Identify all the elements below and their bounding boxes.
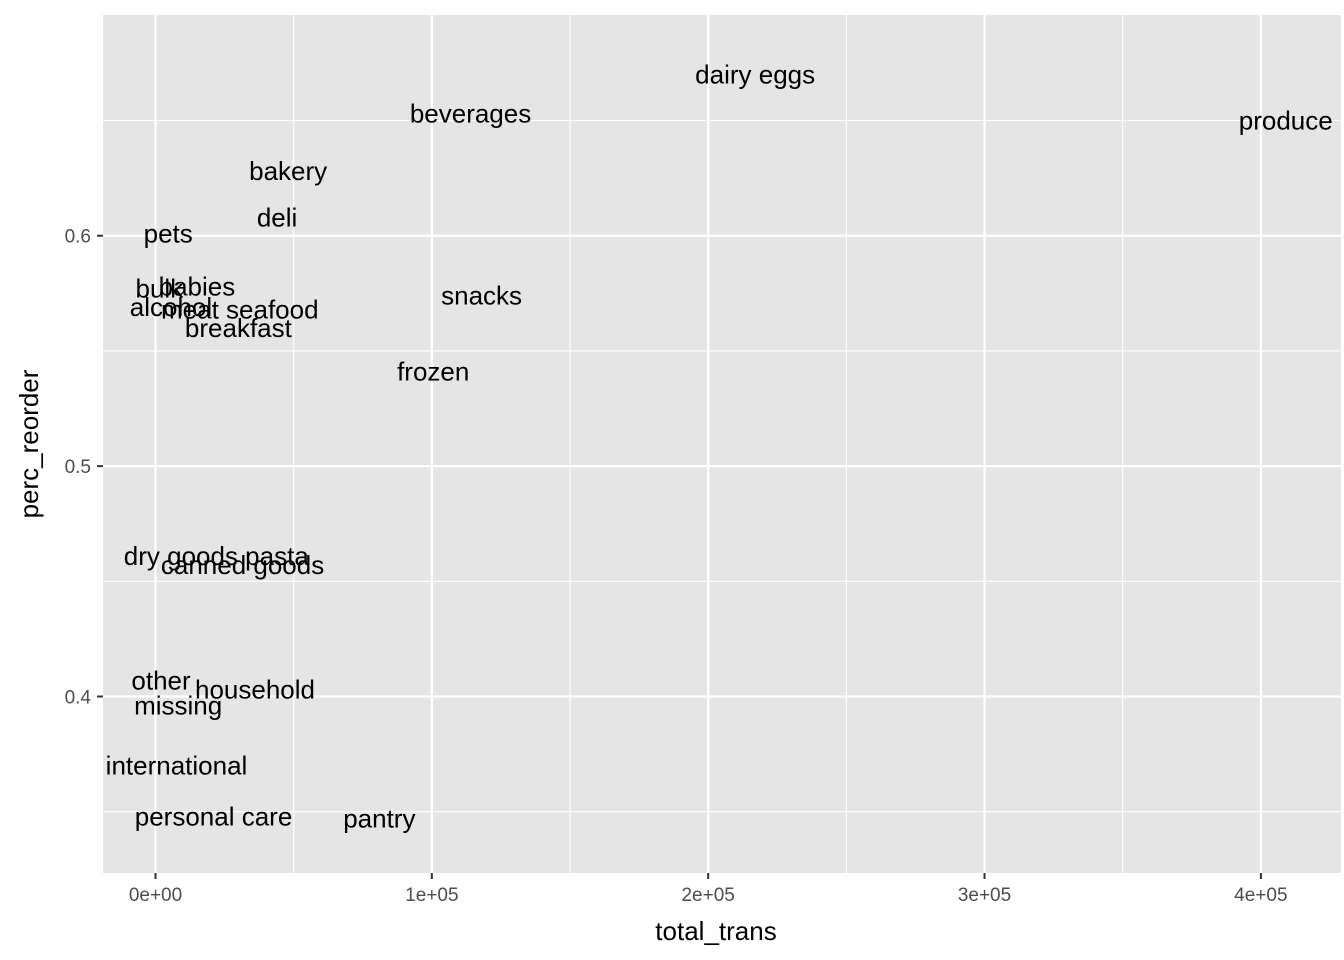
point-label: other — [131, 665, 191, 695]
minor-gridlines — [103, 15, 1341, 873]
x-tick-label: 1e+05 — [405, 885, 458, 906]
point-label: breakfast — [185, 313, 293, 343]
point-label: household — [195, 675, 315, 705]
point-label: dry goods pasta — [124, 541, 310, 571]
point-label: missing — [134, 691, 222, 721]
point-label: produce — [1239, 106, 1333, 136]
point-label: babies — [159, 271, 236, 301]
point-label: beverages — [410, 99, 531, 129]
x-axis: 0e+00 1e+05 2e+05 3e+05 4e+05 — [129, 873, 1288, 906]
y-tick-label: 0.4 — [65, 688, 92, 709]
point-label: frozen — [397, 357, 469, 387]
point-label: international — [106, 751, 248, 781]
x-tick-label: 0e+00 — [129, 885, 182, 906]
y-axis: 0.4 0.5 0.6 — [65, 227, 103, 709]
point-label: canned goods — [161, 550, 324, 580]
point-labels: produce dairy eggs beverages bakery pets deli… — [106, 59, 1333, 833]
point-label: bulk — [136, 274, 185, 304]
x-tick-label: 2e+05 — [681, 885, 734, 906]
point-label: snacks — [441, 281, 522, 311]
y-axis-title: perc_reorder — [14, 369, 44, 518]
point-label: bakery — [249, 156, 327, 186]
point-label: deli — [257, 202, 297, 232]
x-tick-label: 3e+05 — [958, 885, 1011, 906]
point-label: meat seafood — [161, 294, 319, 324]
point-label: personal care — [135, 801, 293, 831]
point-label: alcohol — [130, 292, 212, 322]
major-gridlines — [103, 15, 1341, 873]
point-label: pantry — [343, 804, 415, 834]
y-tick-label: 0.5 — [65, 457, 91, 478]
x-tick-label: 4e+05 — [1234, 885, 1287, 906]
plot-panel — [103, 15, 1341, 873]
point-label: dairy eggs — [695, 59, 815, 89]
x-axis-title: total_trans — [655, 916, 776, 946]
y-tick-label: 0.6 — [65, 227, 91, 248]
point-label: pets — [144, 218, 193, 248]
